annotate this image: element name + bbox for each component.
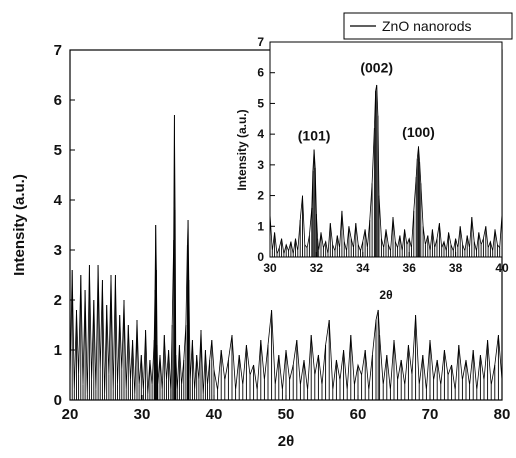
inset-x-axis-label: 2θ: [379, 288, 392, 302]
inset-y-axis-label: Intensity (a.u.): [235, 109, 249, 190]
inset-y-tick-label: 2: [257, 189, 264, 203]
legend-entry-label: ZnO nanorods: [382, 18, 472, 34]
inset-y-tick-label: 3: [257, 158, 264, 172]
main-x-tick-label: 40: [206, 406, 223, 423]
inset-x-tick-label: 32: [310, 261, 324, 275]
inset-annotations: (101) (002) (100): [298, 60, 435, 144]
inset-y-tick-label: 6: [257, 66, 264, 80]
inset-series: [269, 84, 503, 257]
peak-annotation: (100): [402, 124, 435, 140]
main-x-tick-label: 20: [62, 406, 79, 423]
main-x-tick-label: 80: [494, 406, 511, 423]
inset-x-tick-label: 34: [356, 261, 370, 275]
main-y-tick-label: 6: [54, 92, 62, 109]
main-y-tick-label: 5: [54, 142, 62, 159]
inset-plot-background: [270, 42, 502, 257]
main-x-tick-label: 60: [350, 406, 367, 423]
main-series: [69, 114, 503, 400]
inset-y-tick-label: 0: [257, 250, 264, 264]
inset-y-tick-label: 4: [257, 127, 264, 141]
inset-y-tick-label: 7: [257, 35, 264, 49]
main-x-tick-label: 30: [134, 406, 151, 423]
main-y-tick-label: 0: [54, 392, 62, 409]
main-y-tick-label: 2: [54, 292, 62, 309]
main-x-axis-label: 2θ: [278, 433, 294, 450]
inset-series-line: [269, 84, 503, 255]
main-y-tick-label: 3: [54, 242, 62, 259]
inset-y-tick-label: 1: [257, 219, 264, 233]
main-x-tick-label: 70: [422, 406, 439, 423]
peak-annotation: (101): [298, 127, 331, 143]
main-y-tick-label: 4: [54, 192, 63, 209]
inset-x-tick-label: 40: [495, 261, 509, 275]
inset-x-tick-label: 30: [263, 261, 277, 275]
peak-annotation: (002): [360, 60, 393, 76]
legend: ZnO nanorods: [343, 12, 513, 40]
inset-y-tick-label: 5: [257, 96, 264, 110]
inset-x-tick-label: 36: [403, 261, 417, 275]
main-y-tick-label: 1: [54, 342, 62, 359]
main-x-tick-label: 50: [278, 406, 295, 423]
main-y-tick-label: 7: [54, 42, 62, 59]
main-series-line: [69, 114, 503, 396]
inset-x-tick-label: 38: [449, 261, 463, 275]
main-y-axis-label: Intensity (a.u.): [11, 174, 28, 276]
